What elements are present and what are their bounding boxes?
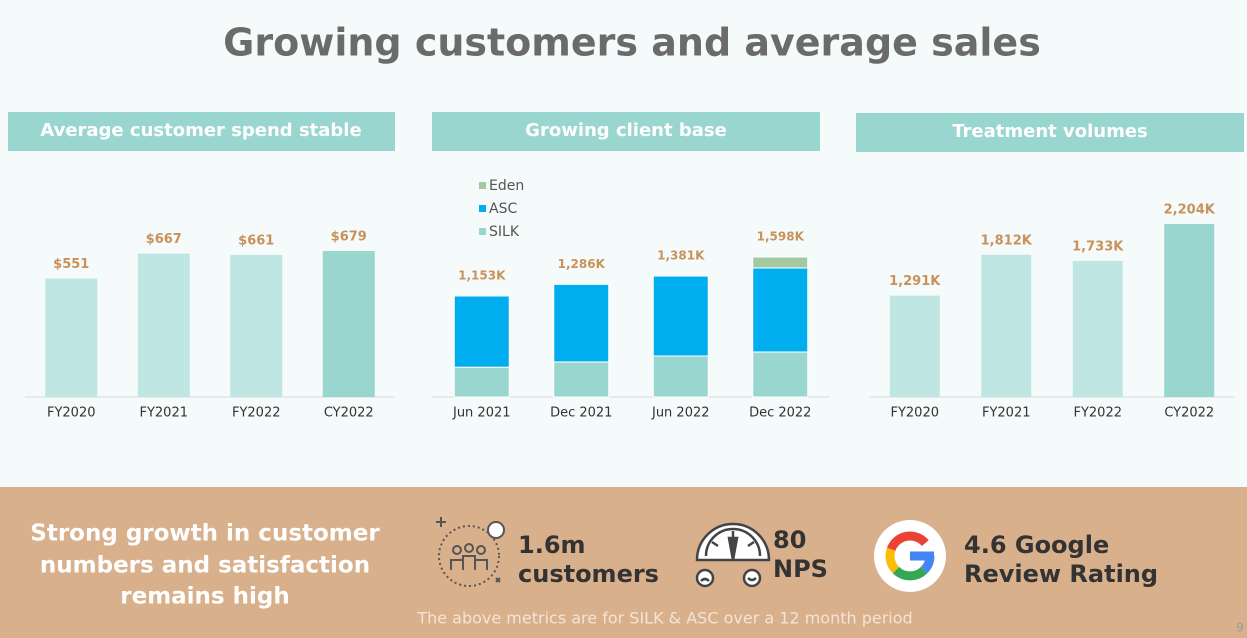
x-tick-label: FY2021 — [139, 406, 188, 421]
value-label: 2,204K — [1164, 202, 1216, 217]
value-label: $551 — [53, 257, 89, 272]
x-tick-label: FY2022 — [232, 406, 281, 421]
x-tick-label: Dec 2021 — [550, 406, 612, 421]
bar — [322, 251, 375, 397]
x-tick-label: FY2020 — [47, 406, 96, 421]
metric-label: customers — [518, 560, 659, 588]
chart-header — [8, 112, 395, 151]
bar-segment — [652, 355, 709, 398]
customers-icon — [436, 517, 505, 587]
x-tick-label: Dec 2022 — [749, 406, 811, 421]
bar-segment — [553, 361, 610, 398]
metric-value: 4.6 Google — [964, 531, 1109, 559]
bar-segment — [453, 295, 510, 368]
chart-header — [432, 112, 820, 151]
chart-title: Growing client base — [525, 120, 727, 141]
google-logo — [874, 520, 946, 592]
slide-title: Growing customers and average sales — [223, 21, 1041, 65]
metric-value: 1.6m — [518, 531, 586, 559]
headline: remains high — [120, 584, 289, 610]
summary-band — [0, 487, 1247, 638]
x-tick-label: FY2022 — [1073, 406, 1122, 421]
value-label: 1,812K — [981, 233, 1033, 248]
chart-title: Treatment volumes — [952, 121, 1148, 142]
value-label: 1,733K — [1072, 239, 1124, 254]
bar-segment — [652, 275, 709, 357]
value-label: $661 — [238, 233, 274, 248]
chart-header — [856, 113, 1244, 152]
bar-segment — [752, 351, 809, 398]
x-tick-label: FY2021 — [982, 406, 1031, 421]
total-label: 1,153K — [458, 268, 506, 282]
bar — [137, 253, 190, 397]
x-tick-label: CY2022 — [1164, 406, 1214, 421]
metric-value: 80 — [773, 526, 806, 554]
total-label: 1,286K — [558, 257, 606, 271]
bar — [1072, 260, 1123, 397]
x-tick-label: Jun 2021 — [452, 406, 511, 421]
chart-title: Average customer spend stable — [40, 120, 361, 141]
x-tick-label: CY2022 — [324, 406, 374, 421]
bar — [981, 254, 1032, 397]
metric-label: Review Rating — [964, 560, 1158, 588]
headline: numbers and satisfaction — [40, 553, 370, 579]
headline: Strong growth in customer — [30, 521, 380, 547]
bar-segment — [752, 267, 809, 353]
metric-label: NPS — [773, 555, 828, 583]
nps-gauge-icon — [695, 522, 771, 588]
bar — [45, 278, 98, 397]
value-label: $679 — [331, 230, 367, 245]
total-label: 1,598K — [757, 230, 805, 244]
legend-swatch — [479, 182, 486, 189]
bar-segment — [453, 366, 510, 398]
legend-label: SILK — [489, 224, 520, 240]
bar-segment — [752, 256, 809, 269]
total-label: 1,381K — [657, 249, 705, 263]
value-label: $667 — [146, 232, 182, 247]
bar — [1164, 223, 1215, 397]
legend-label: ASC — [489, 201, 517, 217]
bar — [889, 295, 940, 397]
legend-label: Eden — [489, 178, 524, 194]
page-number: 9 — [1236, 621, 1244, 635]
value-label: 1,291K — [889, 274, 941, 289]
x-tick-label: Jun 2022 — [651, 406, 710, 421]
footnote: The above metrics are for SILK & ASC ove… — [416, 609, 912, 628]
legend-swatch — [479, 228, 486, 235]
bar-segment — [553, 283, 610, 363]
bar — [230, 254, 283, 397]
legend-swatch — [479, 205, 486, 212]
x-tick-label: FY2020 — [890, 406, 939, 421]
